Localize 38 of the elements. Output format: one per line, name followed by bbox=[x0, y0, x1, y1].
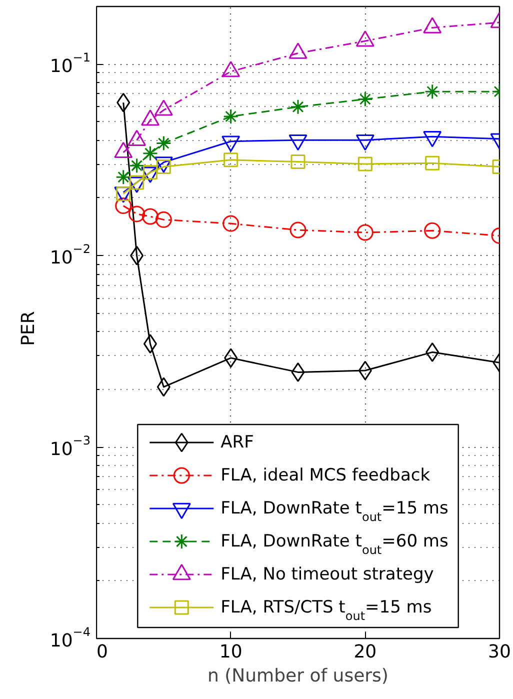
point bbox=[358, 360, 372, 380]
point bbox=[156, 136, 172, 152]
point bbox=[291, 362, 305, 382]
point bbox=[143, 334, 157, 354]
point bbox=[224, 152, 238, 168]
point bbox=[116, 169, 132, 185]
point bbox=[156, 377, 170, 397]
point bbox=[290, 99, 306, 115]
point bbox=[130, 246, 144, 266]
point bbox=[223, 108, 239, 124]
point bbox=[290, 154, 306, 170]
point bbox=[426, 342, 440, 362]
x-tick-label: 10 bbox=[219, 642, 242, 662]
point bbox=[142, 208, 158, 225]
legend-label: ARF bbox=[220, 432, 254, 452]
point bbox=[356, 224, 374, 241]
point bbox=[424, 84, 440, 100]
x-axis-title: n (Number of users) bbox=[208, 666, 388, 686]
x-tick-label: 30 bbox=[488, 642, 511, 662]
y-axis-title: PER bbox=[18, 311, 39, 346]
point bbox=[142, 146, 158, 162]
point bbox=[424, 222, 441, 239]
point bbox=[357, 91, 373, 107]
point bbox=[155, 211, 172, 228]
point bbox=[358, 156, 372, 172]
point bbox=[115, 198, 132, 214]
legend-label: FLA, No timeout strategy bbox=[220, 564, 434, 584]
point bbox=[222, 215, 240, 232]
x-tick-label: 0 bbox=[96, 642, 108, 662]
point bbox=[425, 156, 440, 170]
point bbox=[156, 160, 171, 174]
point bbox=[116, 92, 130, 112]
legend-label: FLA, ideal MCS feedback bbox=[220, 466, 430, 486]
x-tick-label: 20 bbox=[354, 642, 377, 662]
point bbox=[224, 348, 238, 368]
point bbox=[128, 206, 146, 222]
point bbox=[290, 222, 306, 238]
point bbox=[129, 158, 145, 174]
